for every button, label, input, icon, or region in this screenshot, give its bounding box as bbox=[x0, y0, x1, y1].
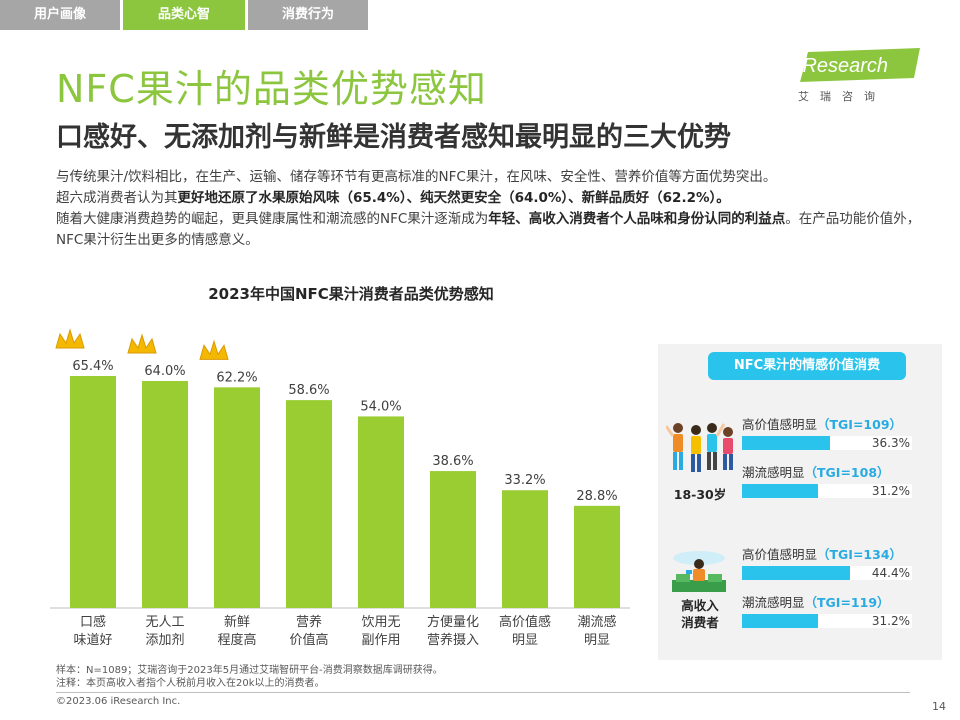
chart-title: 2023年中国NFC果汁消费者品类优势感知 bbox=[208, 285, 494, 303]
category-label: 明显 bbox=[584, 633, 610, 648]
group-1-item-2: 潮流感明显（TGI=108） 31.2% bbox=[742, 464, 922, 498]
bar-value-label: 64.0% bbox=[144, 364, 185, 379]
item-tgi: （TGI=108） bbox=[804, 465, 890, 480]
category-label: 新鲜 bbox=[224, 614, 250, 630]
iresearch-logo: iResearch 艾瑞咨询 bbox=[772, 48, 922, 110]
sample-note: 样本：N=1089；艾瑞咨询于2023年5月通过艾瑞智研平台-消费洞察数据库调研… bbox=[56, 665, 443, 676]
high-income-icon bbox=[672, 551, 726, 592]
item-tgi: （TGI=119） bbox=[804, 595, 890, 610]
item-percent: 31.2% bbox=[871, 484, 910, 498]
bar bbox=[70, 376, 116, 608]
panel-title: NFC果汁的情感价值消费 bbox=[708, 352, 906, 380]
item-tgi: （TGI=134） bbox=[817, 547, 903, 562]
bar-value-label: 58.6% bbox=[288, 383, 329, 398]
item-tgi: （TGI=109） bbox=[817, 417, 903, 432]
category-label: 味道好 bbox=[73, 633, 112, 648]
description-line-2: 超六成消费者认为其更好地还原了水果原始风味（65.4%）、纯天然更安全（64.0… bbox=[56, 190, 730, 206]
description-line-1: 与传统果汁/饮料相比，在生产、运输、储存等环节有更高标准的NFC果汁，在风味、安… bbox=[56, 169, 777, 185]
item-track: 36.3% bbox=[742, 436, 912, 450]
group-1-item-1: 高价值感明显（TGI=109） 36.3% bbox=[742, 416, 922, 450]
bar bbox=[286, 400, 332, 608]
category-label: 副作用 bbox=[361, 633, 400, 648]
category-label: 明显 bbox=[512, 633, 538, 648]
section-tabs: 用户画像 品类心智 消费行为 bbox=[0, 0, 368, 30]
bar-value-label: 33.2% bbox=[504, 473, 545, 488]
item-bar bbox=[742, 484, 818, 498]
bar bbox=[502, 490, 548, 608]
copyright: ©2023.06 iResearch Inc. bbox=[56, 696, 181, 707]
bar-value-label: 38.6% bbox=[432, 454, 473, 469]
crown-icon bbox=[127, 333, 157, 354]
crown-icon bbox=[199, 339, 229, 360]
item-track: 44.4% bbox=[742, 566, 912, 580]
crown-icon bbox=[55, 328, 85, 349]
logo-shape bbox=[800, 48, 920, 82]
bar bbox=[574, 505, 620, 608]
item-name: 高价值感明显 bbox=[742, 417, 818, 432]
footnote: 注释：本页高收入者指个人税前月收入在20k以上的消费者。 bbox=[56, 678, 325, 689]
item-percent: 36.3% bbox=[871, 436, 910, 450]
page-title: NFC果汁的品类优势感知 bbox=[56, 67, 487, 111]
logo-wordmark: iResearch bbox=[798, 55, 889, 77]
category-label: 口感 bbox=[80, 614, 106, 630]
item-name: 潮流感明显 bbox=[742, 595, 805, 610]
young-people-icon bbox=[666, 423, 733, 472]
tab-user-portrait[interactable]: 用户画像 bbox=[0, 0, 120, 30]
description-line-3: 随着大健康消费趋势的崛起，更具健康属性和潮流感的NFC果汁逐渐成为年轻、高收入消… bbox=[56, 211, 921, 248]
tab-category-mindset[interactable]: 品类心智 bbox=[123, 0, 245, 30]
bar bbox=[214, 387, 260, 608]
category-label: 潮流感 bbox=[577, 614, 616, 630]
tab-consumer-behavior[interactable]: 消费行为 bbox=[248, 0, 368, 30]
bar bbox=[430, 471, 476, 608]
category-label: 价值高 bbox=[289, 632, 328, 648]
category-label: 高价值感 bbox=[499, 614, 551, 630]
category-label: 方便量化 bbox=[427, 614, 479, 630]
bar-value-label: 62.2% bbox=[216, 370, 257, 385]
source-notes: 样本：N=1089；艾瑞咨询于2023年5月通过艾瑞智研平台-消费洞察数据库调研… bbox=[56, 664, 443, 690]
logo-subtitle: 艾瑞咨询 bbox=[798, 90, 886, 103]
item-bar bbox=[742, 436, 831, 450]
bar-value-label: 65.4% bbox=[72, 359, 113, 374]
bar bbox=[358, 416, 404, 608]
item-name: 潮流感明显 bbox=[742, 465, 805, 480]
item-name: 高价值感明显 bbox=[742, 547, 818, 562]
category-label: 营养摄入 bbox=[427, 632, 479, 648]
page-subtitle: 口感好、无添加剂与新鲜是消费者感知最明显的三大优势 bbox=[56, 122, 731, 153]
category-label: 饮用无 bbox=[361, 615, 400, 630]
item-track: 31.2% bbox=[742, 484, 912, 498]
category-label: 程度高 bbox=[217, 632, 256, 648]
item-percent: 44.4% bbox=[871, 566, 910, 580]
group-2-item-1: 高价值感明显（TGI=134） 44.4% bbox=[742, 546, 922, 580]
item-percent: 31.2% bbox=[871, 614, 910, 628]
bar-value-label: 54.0% bbox=[360, 399, 401, 414]
group-label-age: 18-30岁 bbox=[673, 487, 727, 502]
footer-divider bbox=[56, 692, 910, 693]
item-track: 31.2% bbox=[742, 614, 912, 628]
category-label: 添加剂 bbox=[145, 633, 184, 648]
page-number: 14 bbox=[932, 700, 946, 713]
category-label: 无人工 bbox=[145, 615, 184, 630]
bar-value-label: 28.8% bbox=[576, 489, 617, 504]
description: 与传统果汁/饮料相比，在生产、运输、储存等环节有更高标准的NFC果汁，在风味、安… bbox=[56, 167, 926, 251]
category-label: 营养 bbox=[296, 614, 322, 630]
item-bar bbox=[742, 614, 818, 628]
group-label-income: 高收入 消费者 bbox=[681, 598, 719, 630]
bar bbox=[142, 380, 188, 608]
group-2-item-2: 潮流感明显（TGI=119） 31.2% bbox=[742, 594, 922, 628]
emotional-value-panel: NFC果汁的情感价值消费 18-30岁 高价值感明显（TGI=109） 36.3… bbox=[658, 344, 942, 660]
item-bar bbox=[742, 566, 850, 580]
